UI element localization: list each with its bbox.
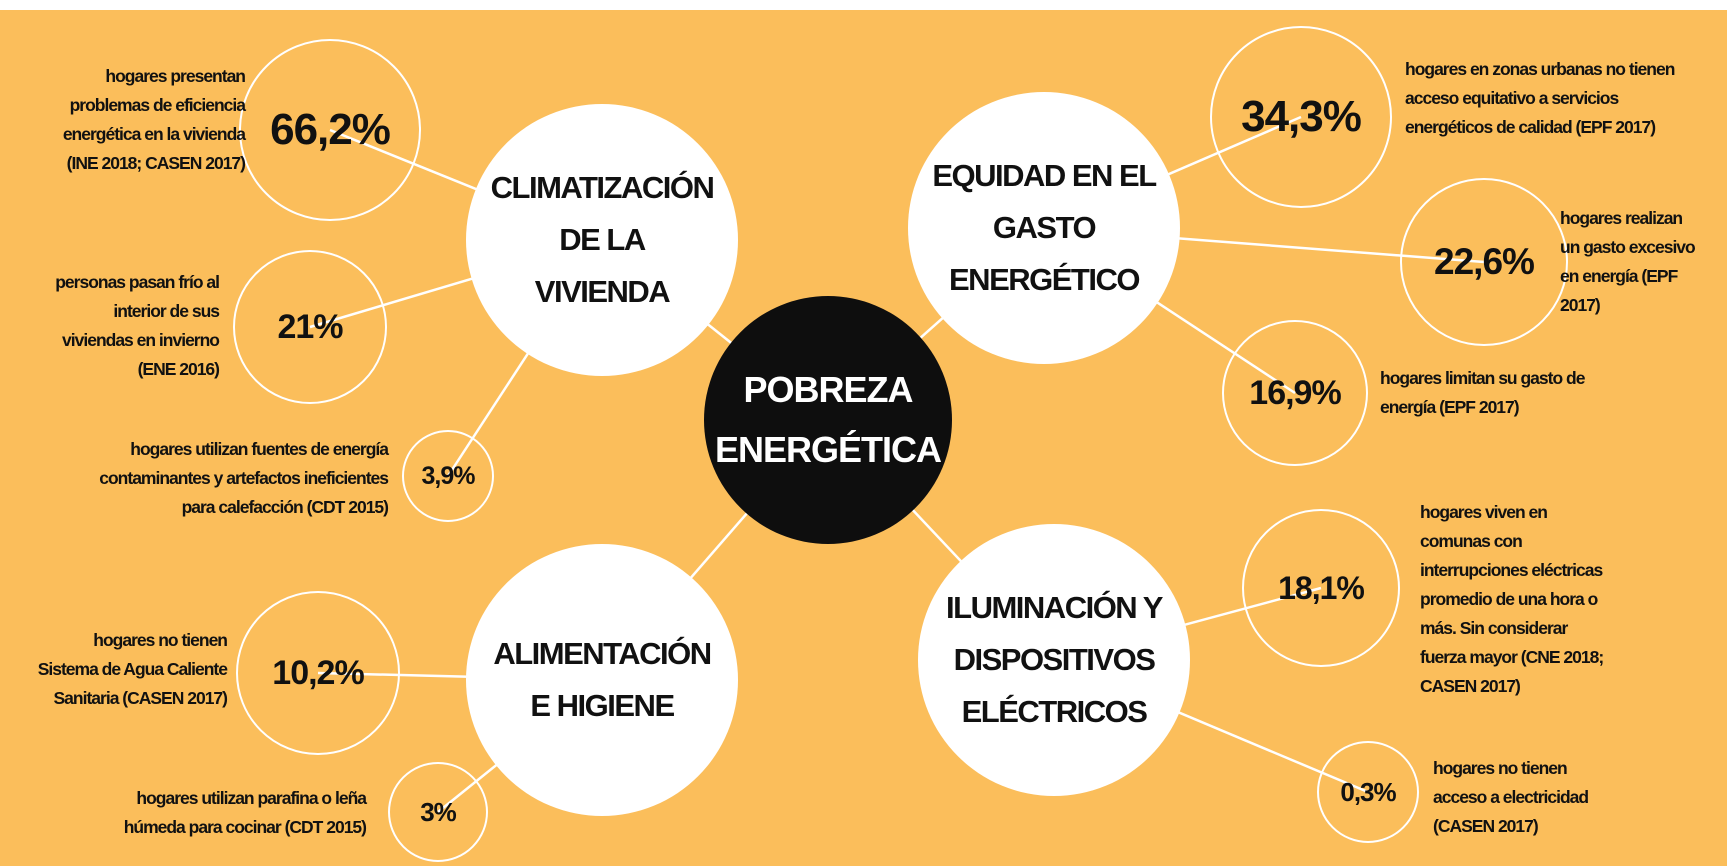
center-title: POBREZA ENERGÉTICA <box>714 369 942 470</box>
theme-circle-alimentacion: ALIMENTACIÓN E HIGIENE <box>466 544 738 816</box>
theme-circle-iluminacion: ILUMINACIÓN Y DISPOSITIVOS ELÉCTRICOS <box>918 524 1190 796</box>
stat-circle-s3: 3,9% <box>402 430 494 522</box>
theme-circle-equidad: EQUIDAD EN EL GASTO ENERGÉTICO <box>908 92 1180 364</box>
stat-value: 34,3% <box>1241 92 1362 141</box>
stat-circle-s10: 0,3% <box>1317 741 1419 843</box>
stat-circle-s1: 66,2% <box>239 39 421 221</box>
theme-title: ALIMENTACIÓN E HIGIENE <box>493 636 712 723</box>
stat-value: 3,9% <box>421 461 476 490</box>
stat-description-s1: hogares presentan problemas de eficienci… <box>62 66 246 173</box>
stat-value: 22,6% <box>1434 241 1535 282</box>
stat-value: 18,1% <box>1278 569 1365 606</box>
stat-circle-s7: 10,2% <box>236 591 400 755</box>
stat-description-s8: hogares utilizan parafina o leña húmeda … <box>123 788 367 837</box>
stat-description-s2: personas pasan frío al interior de sus v… <box>55 272 220 379</box>
stat-description-s10: hogares no tienen acceso a electricidad … <box>1433 758 1589 836</box>
stat-value: 66,2% <box>270 105 391 154</box>
stat-value: 0,3% <box>1340 776 1396 807</box>
stat-description-s5: hogares realizan un gasto excesivo en en… <box>1560 208 1696 315</box>
stat-description-s3: hogares utilizan fuentes de energía cont… <box>99 439 389 517</box>
stat-circle-s4: 34,3% <box>1210 26 1392 208</box>
theme-title: CLIMATIZACIÓN DE LA VIVIENDA <box>490 170 715 309</box>
stat-value: 10,2% <box>272 653 364 692</box>
center-circle: POBREZA ENERGÉTICA <box>704 296 952 544</box>
stat-circle-s8: 3% <box>388 762 488 862</box>
stat-description-s9: hogares viven en comunas con interrupcio… <box>1420 502 1604 696</box>
theme-title: ILUMINACIÓN Y DISPOSITIVOS ELÉCTRICOS <box>946 590 1163 729</box>
stat-value: 16,9% <box>1249 373 1341 412</box>
stat-description-s7: hogares no tienen Sistema de Agua Calien… <box>37 630 228 708</box>
stat-description-s4: hogares en zonas urbanas no tienen acces… <box>1405 59 1675 137</box>
stat-circle-s9: 18,1% <box>1242 509 1400 667</box>
stat-value: 3% <box>420 796 457 827</box>
stat-description-s6: hogares limitan su gasto de energía (EPF… <box>1380 368 1585 417</box>
theme-title: EQUIDAD EN EL GASTO ENERGÉTICO <box>932 158 1157 297</box>
stat-circle-s5: 22,6% <box>1400 178 1568 346</box>
stat-value: 21% <box>277 307 343 346</box>
stat-circle-s6: 16,9% <box>1222 320 1368 466</box>
theme-circle-climatizacion: CLIMATIZACIÓN DE LA VIVIENDA <box>466 104 738 376</box>
stat-circle-s2: 21% <box>233 250 387 404</box>
